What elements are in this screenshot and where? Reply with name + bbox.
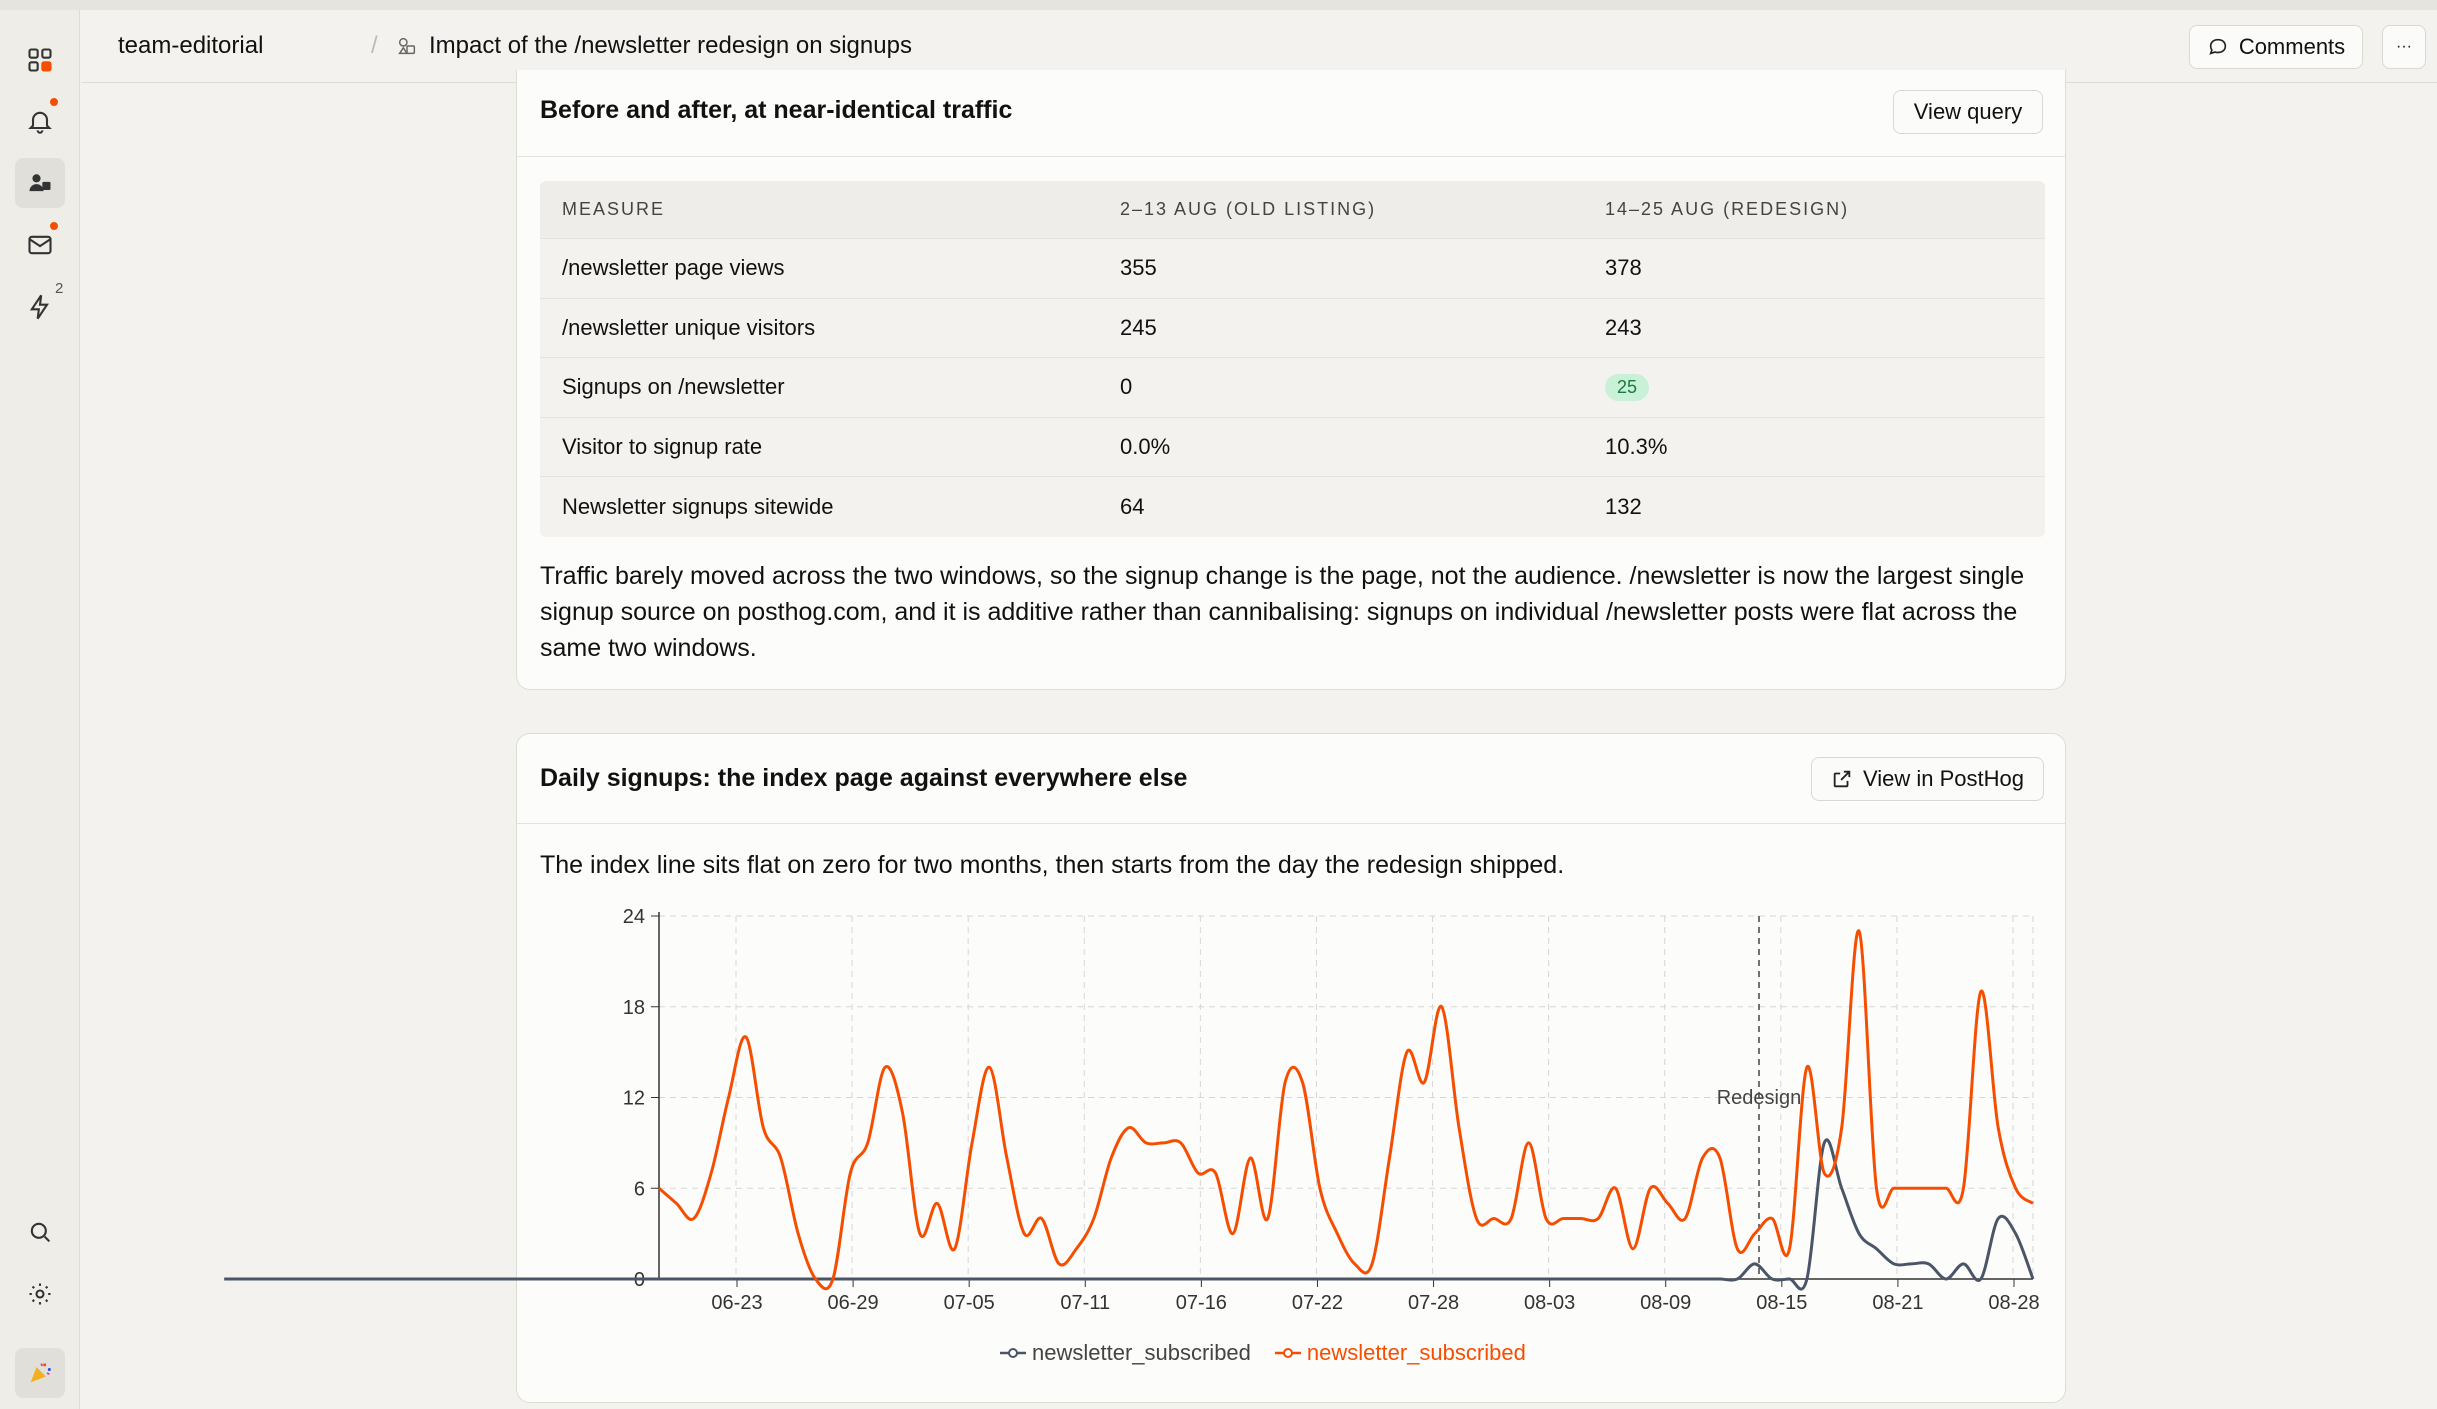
gear-icon xyxy=(29,1283,51,1305)
comments-label: Comments xyxy=(2238,34,2346,59)
table-cell: 245 xyxy=(1120,314,1157,340)
legend-item[interactable]: newsletter_subscribed xyxy=(1000,1340,1251,1366)
column-header: MEASURE xyxy=(562,199,666,219)
table-cell: 64 xyxy=(1120,493,1145,519)
external-link-icon xyxy=(1833,770,1851,788)
more-icon: ··· xyxy=(2396,38,2412,55)
sidebar-item-notifications[interactable] xyxy=(15,96,65,146)
sidebar-item-activity[interactable]: 2 xyxy=(15,280,65,332)
table-row: Newsletter signups sitewide 64 132 xyxy=(540,477,2045,537)
party-popper-icon xyxy=(30,1363,51,1383)
notebook-icon xyxy=(398,37,416,55)
table-cell: 355 xyxy=(1120,255,1157,281)
legend-label: newsletter_subscribed xyxy=(1306,1340,1526,1365)
sidebar-item-people[interactable] xyxy=(15,158,65,208)
chart-card: Daily signups: the index page against ev… xyxy=(516,733,2066,1403)
grid-icon xyxy=(28,48,52,72)
table-header-row: MEASURE 2–13 AUG (OLD LISTING) 14–25 AUG… xyxy=(540,181,2045,239)
summary-paragraph: Traffic barely moved across the two wind… xyxy=(540,562,2025,662)
column-header: 2–13 AUG (OLD LISTING) xyxy=(1120,199,1377,219)
table-cell: 132 xyxy=(1605,493,1642,519)
table-cell: Signups on /newsletter xyxy=(562,374,785,400)
comparison-table: MEASURE 2–13 AUG (OLD LISTING) 14–25 AUG… xyxy=(540,181,2045,537)
chart-caption: The index line sits flat on zero for two… xyxy=(540,851,1565,879)
table-row: Signups on /newsletter 0 25 xyxy=(540,358,2045,418)
card-title: Daily signups: the index page against ev… xyxy=(540,764,1188,792)
sidebar-item-inbox[interactable] xyxy=(15,220,65,270)
people-icon xyxy=(29,174,51,192)
card-header: Daily signups: the index page against ev… xyxy=(517,734,2065,824)
window-top-strip xyxy=(0,0,2437,10)
legend-line-icon xyxy=(1274,1348,1301,1358)
notification-dot xyxy=(48,96,60,108)
comparison-card: Before and after, at near-identical traf… xyxy=(516,70,2066,690)
highlight-badge: 25 xyxy=(1605,373,1650,401)
comment-icon xyxy=(2209,38,2226,55)
card-header: Before and after, at near-identical traf… xyxy=(517,70,2065,157)
view-query-label: View query xyxy=(1913,99,2023,124)
table-row: Visitor to signup rate 0.0% 10.3% xyxy=(540,417,2045,477)
sidebar-item-settings[interactable] xyxy=(15,1269,65,1319)
breadcrumb-separator: / xyxy=(371,32,378,59)
view-query-button[interactable]: View query xyxy=(1893,90,2043,134)
page-title[interactable]: Impact of the /newsletter redesign on si… xyxy=(429,32,912,59)
card-title: Before and after, at near-identical traf… xyxy=(540,96,1013,124)
chart-legend: newsletter_subscribed newsletter_subscri… xyxy=(1000,1340,1526,1366)
table-cell: Newsletter signups sitewide xyxy=(562,493,834,519)
view-in-posthog-label: View in PostHog xyxy=(1862,766,2024,791)
lightning-icon xyxy=(29,294,49,320)
breadcrumb-team[interactable]: team-editorial xyxy=(118,32,264,59)
table-cell: Visitor to signup rate xyxy=(562,433,763,459)
legend-label: newsletter_subscribed xyxy=(1032,1340,1251,1365)
legend-item[interactable]: newsletter_subscribed xyxy=(1274,1340,1526,1366)
legend-line-icon xyxy=(1000,1348,1026,1358)
mail-icon xyxy=(28,235,52,255)
more-button[interactable]: ··· xyxy=(2382,25,2426,69)
sidebar-item-dashboard[interactable] xyxy=(15,35,65,85)
table-cell: 0.0% xyxy=(1120,433,1171,459)
table-cell: 0 xyxy=(1120,374,1133,400)
column-header: 14–25 AUG (REDESIGN) xyxy=(1605,199,1850,219)
sidebar: 2 xyxy=(0,10,80,1409)
comments-button[interactable]: Comments xyxy=(2189,25,2363,69)
view-in-posthog-button[interactable]: View in PostHog xyxy=(1811,757,2044,801)
table-row: /newsletter unique visitors 245 243 xyxy=(540,298,2045,358)
table-cell: 378 xyxy=(1605,255,1642,281)
table-cell: 10.3% xyxy=(1605,433,1668,459)
activity-count: 2 xyxy=(55,280,64,297)
bell-icon xyxy=(28,111,52,134)
search-icon xyxy=(30,1222,51,1243)
notification-dot xyxy=(48,220,60,232)
table-cell: 243 xyxy=(1605,314,1642,340)
sidebar-item-account[interactable] xyxy=(15,1348,65,1398)
sidebar-item-search[interactable] xyxy=(15,1207,65,1257)
table-cell: /newsletter page views xyxy=(562,255,785,281)
table-cell: /newsletter unique visitors xyxy=(562,314,816,340)
table-row: /newsletter page views 355 378 xyxy=(540,239,2045,299)
